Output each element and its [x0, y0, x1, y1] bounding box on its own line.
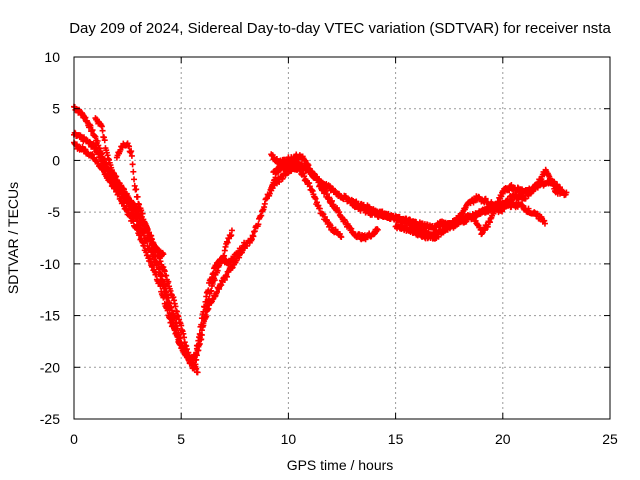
data-point-marker — [374, 226, 381, 233]
data-point-marker — [133, 186, 140, 193]
data-point-marker — [201, 304, 208, 311]
data-point-marker — [198, 321, 205, 328]
y-tick-label: 0 — [52, 152, 60, 168]
x-tick-label: 25 — [602, 431, 618, 447]
series-track-5 — [113, 140, 188, 358]
data-point-marker — [145, 230, 152, 237]
data-point-marker — [228, 227, 235, 234]
data-point-marker — [163, 294, 170, 301]
data-points — [71, 103, 570, 376]
data-point-marker — [200, 308, 207, 315]
y-tick-label: 5 — [52, 101, 60, 117]
data-point-marker — [99, 127, 106, 134]
data-point-marker — [134, 193, 141, 200]
y-tick-label: -25 — [40, 411, 60, 427]
data-point-marker — [255, 221, 262, 228]
data-point-marker — [484, 223, 491, 230]
x-tick-label: 20 — [495, 431, 511, 447]
y-tick-label: -10 — [40, 256, 60, 272]
grid-lines — [74, 57, 610, 419]
data-point-marker — [241, 242, 248, 249]
data-point-marker — [87, 122, 94, 129]
y-tick-label: -20 — [40, 359, 60, 375]
series-track-4 — [92, 115, 167, 259]
data-point-marker — [181, 351, 188, 358]
data-point-marker — [559, 187, 566, 194]
data-point-marker — [328, 197, 335, 204]
y-axis-label: SDTVAR / TECUs — [5, 182, 21, 294]
data-point-marker — [193, 349, 200, 356]
data-point-marker — [101, 137, 108, 144]
x-tick-label: 10 — [281, 431, 297, 447]
data-point-marker — [128, 152, 135, 159]
data-point-marker — [312, 195, 319, 202]
chart-title: Day 209 of 2024, Sidereal Day-to-day VTE… — [69, 20, 611, 37]
data-point-marker — [139, 210, 146, 217]
data-point-marker — [541, 220, 548, 227]
data-point-marker — [160, 251, 167, 258]
data-point-marker — [338, 234, 345, 241]
y-tick-label: -5 — [48, 204, 61, 220]
y-tick-label: -15 — [40, 308, 60, 324]
data-point-marker — [152, 252, 159, 259]
x-axis-label: GPS time / hours — [287, 457, 394, 473]
series-track-11 — [270, 151, 501, 233]
data-point-marker — [202, 298, 209, 305]
x-tick-label: 5 — [177, 431, 185, 447]
data-point-marker — [205, 287, 212, 294]
x-tick-label: 15 — [388, 431, 404, 447]
series-track-14 — [471, 176, 566, 238]
data-point-marker — [151, 247, 158, 254]
series-track-15 — [495, 199, 548, 227]
series-track-6 — [188, 158, 302, 366]
axis-ticks: 0 5 10 15 20 25 10 5 0 -5 -10 -15 -20 -25 — [40, 49, 618, 447]
plot-frame — [73, 56, 611, 420]
data-point-marker — [130, 168, 137, 175]
data-point-marker — [149, 262, 156, 269]
y-tick-label: 10 — [44, 49, 60, 65]
data-point-marker — [563, 189, 570, 196]
data-point-marker — [196, 330, 203, 337]
data-point-marker — [129, 161, 136, 168]
data-point-marker — [153, 271, 160, 278]
data-point-marker — [194, 369, 201, 376]
x-tick-label: 0 — [70, 431, 78, 447]
series-track-8 — [193, 239, 248, 356]
data-point-marker — [131, 176, 138, 183]
